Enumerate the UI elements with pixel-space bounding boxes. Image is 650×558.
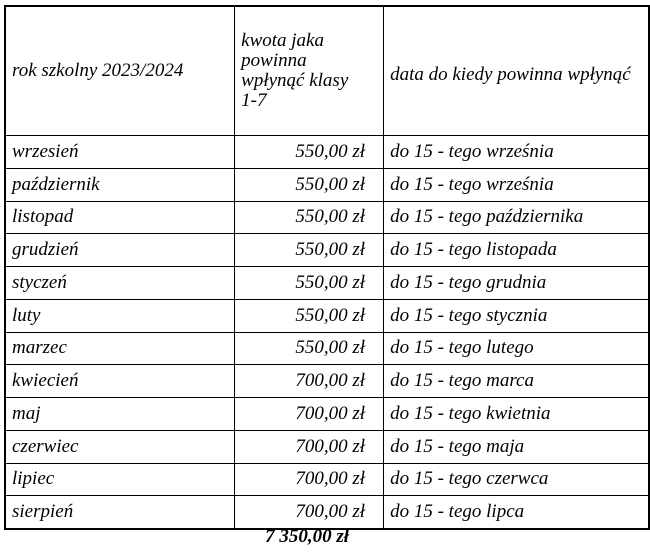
month-cell: grudzień xyxy=(4,233,236,267)
amount-cell: 550,00 zł xyxy=(234,331,385,366)
table-row: sierpień 700,00 zł do 15 - tego lipca xyxy=(4,495,650,530)
month-cell: sierpień xyxy=(4,495,236,530)
deadline-cell: do 15 - tego października xyxy=(383,200,650,235)
amount-cell: 550,00 zł xyxy=(234,298,385,333)
amount-cell: 550,00 zł xyxy=(234,233,385,267)
table-row: wrzesień 550,00 zł do 15 - tego września xyxy=(4,135,650,169)
month-cell: listopad xyxy=(4,200,236,235)
header-amount: kwota jaka powinna wpłynąć klasy 1-7 xyxy=(234,5,385,136)
deadline-cell: do 15 - tego listopada xyxy=(383,233,650,267)
month-cell: marzec xyxy=(4,331,236,366)
table-row: czerwiec 700,00 zł do 15 - tego maja xyxy=(4,429,650,464)
month-cell: maj xyxy=(4,397,236,431)
amount-cell: 700,00 zł xyxy=(234,429,385,464)
deadline-cell: do 15 - tego lutego xyxy=(383,331,650,366)
deadline-cell: do 15 - tego września xyxy=(383,167,650,202)
header-school-year: rok szkolny 2023/2024 xyxy=(4,5,236,136)
month-cell: czerwiec xyxy=(4,429,236,464)
month-cell: lipiec xyxy=(4,462,236,497)
deadline-cell: do 15 - tego stycznia xyxy=(383,298,650,333)
table-row: styczeń 550,00 zł do 15 - tego grudnia xyxy=(4,266,650,300)
deadline-cell: do 15 - tego września xyxy=(383,135,650,169)
amount-cell: 700,00 zł xyxy=(234,462,385,497)
table-row: kwiecień 700,00 zł do 15 - tego marca xyxy=(4,364,650,398)
amount-cell: 700,00 zł xyxy=(234,495,385,530)
payment-schedule-table: rok szkolny 2023/2024 kwota jaka powinna… xyxy=(4,5,650,530)
deadline-cell: do 15 - tego lipca xyxy=(383,495,650,530)
header-deadline: data do kiedy powinna wpłynąć xyxy=(383,5,650,136)
deadline-cell: do 15 - tego grudnia xyxy=(383,266,650,300)
month-cell: luty xyxy=(4,298,236,333)
amount-cell: 550,00 zł xyxy=(234,167,385,202)
deadline-cell: do 15 - tego maja xyxy=(383,429,650,464)
amount-cell: 700,00 zł xyxy=(234,397,385,431)
table-row: lipiec 700,00 zł do 15 - tego czerwca xyxy=(4,462,650,497)
total-amount: 7 350,00 zł xyxy=(265,526,349,547)
table-row: luty 550,00 zł do 15 - tego stycznia xyxy=(4,298,650,333)
table-row: maj 700,00 zł do 15 - tego kwietnia xyxy=(4,397,650,431)
deadline-cell: do 15 - tego marca xyxy=(383,364,650,398)
month-cell: październik xyxy=(4,167,236,202)
month-cell: styczeń xyxy=(4,266,236,300)
table-row: marzec 550,00 zł do 15 - tego lutego xyxy=(4,331,650,366)
table-row: listopad 550,00 zł do 15 - tego październi… xyxy=(4,200,650,235)
table-header-row: rok szkolny 2023/2024 kwota jaka powinna… xyxy=(4,5,650,136)
amount-cell: 550,00 zł xyxy=(234,200,385,235)
deadline-cell: do 15 - tego czerwca xyxy=(383,462,650,497)
table-row: październik 550,00 zł do 15 - tego wrześni… xyxy=(4,167,650,202)
amount-cell: 550,00 zł xyxy=(234,135,385,169)
table-row: grudzień 550,00 zł do 15 - tego listopada xyxy=(4,233,650,267)
amount-cell: 700,00 zł xyxy=(234,364,385,398)
deadline-cell: do 15 - tego kwietnia xyxy=(383,397,650,431)
month-cell: kwiecień xyxy=(4,364,236,398)
amount-cell: 550,00 zł xyxy=(234,266,385,300)
month-cell: wrzesień xyxy=(4,135,236,169)
